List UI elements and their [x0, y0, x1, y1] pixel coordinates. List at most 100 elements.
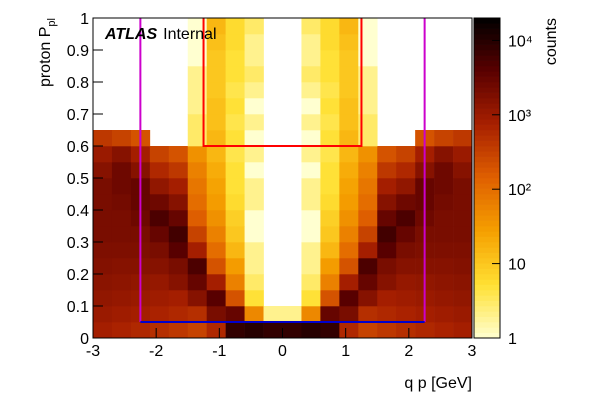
colorbar-step	[474, 263, 500, 269]
cell	[187, 258, 207, 275]
cell	[93, 210, 113, 227]
cell	[396, 146, 416, 163]
colorbar-tick-label: 1	[508, 331, 517, 348]
cell	[358, 34, 378, 51]
cell	[168, 306, 189, 323]
cell	[434, 274, 454, 291]
cell	[453, 226, 473, 243]
colorbar-step	[474, 311, 500, 317]
cell	[130, 322, 151, 339]
cell	[111, 162, 132, 179]
cell	[168, 194, 189, 211]
cell	[453, 258, 473, 275]
cell	[301, 306, 321, 323]
cell	[396, 242, 416, 259]
cell	[149, 258, 170, 275]
y-tick-label: 0.4	[67, 203, 89, 220]
atlas-tag: Internal	[163, 26, 216, 43]
colorbar-step	[474, 130, 500, 136]
cell	[206, 98, 226, 115]
cell	[111, 130, 132, 147]
x-tick-label: -2	[149, 343, 163, 360]
cell	[434, 242, 454, 259]
cell	[434, 210, 454, 227]
cell	[225, 66, 245, 83]
cell	[434, 226, 454, 243]
colorbar-step	[474, 71, 500, 77]
cell	[301, 226, 321, 243]
cell	[187, 66, 207, 83]
colorbar-step	[474, 167, 500, 173]
cell	[358, 258, 378, 275]
y-axis-label: proton Ppl	[37, 18, 58, 87]
cell	[206, 50, 226, 67]
cell	[93, 290, 113, 307]
cell	[320, 242, 340, 259]
cell	[187, 178, 207, 195]
colorbar-step	[474, 242, 500, 248]
cell	[225, 162, 245, 179]
cell	[320, 114, 340, 131]
cell	[301, 242, 321, 259]
cell	[244, 226, 264, 243]
colorbar-step	[474, 252, 500, 259]
cell	[225, 146, 245, 163]
colorbar-tick-label: 10³	[508, 108, 532, 125]
cell	[206, 130, 226, 147]
cell	[339, 210, 359, 227]
y-tick-label: 0.8	[67, 75, 89, 92]
cell	[358, 194, 378, 211]
cell	[225, 242, 245, 259]
cell	[320, 50, 340, 67]
cell	[93, 130, 113, 147]
cell	[301, 50, 321, 67]
cell	[358, 162, 378, 179]
colorbar-step	[474, 258, 500, 264]
cell	[282, 322, 302, 339]
cell	[206, 290, 226, 307]
cell	[111, 306, 132, 323]
cell	[149, 210, 170, 227]
cell	[93, 162, 113, 179]
cell	[244, 194, 264, 211]
colorbar-step	[474, 316, 500, 323]
cell	[225, 18, 245, 35]
colorbar-step	[474, 194, 500, 200]
cell	[244, 322, 264, 339]
cell	[244, 66, 264, 83]
colorbar-step	[474, 295, 500, 301]
colorbar-step	[474, 210, 500, 216]
cell	[93, 306, 113, 323]
cell	[339, 226, 359, 243]
cell	[358, 98, 378, 115]
colorbar-step	[474, 279, 500, 285]
cell	[168, 274, 189, 291]
cell	[377, 162, 397, 179]
cell	[453, 162, 473, 179]
cell	[377, 274, 397, 291]
cell	[206, 194, 226, 211]
cell	[206, 18, 226, 35]
cell	[206, 226, 226, 243]
cell	[320, 210, 340, 227]
y-tick-label: 0	[80, 331, 89, 348]
colorbar-step	[474, 172, 500, 179]
cell	[93, 146, 113, 163]
cell	[358, 50, 378, 67]
cell	[377, 210, 397, 227]
colorbar-step	[474, 92, 500, 99]
cell	[377, 258, 397, 275]
cell	[187, 162, 207, 179]
colorbar-step	[474, 50, 500, 56]
colorbar-frame	[473, 17, 501, 339]
cell	[149, 146, 170, 163]
y-axis-label-sub: pl	[46, 18, 58, 27]
cell	[396, 274, 416, 291]
cell	[358, 178, 378, 195]
cell	[453, 322, 473, 339]
cell	[225, 290, 245, 307]
cell	[187, 290, 207, 307]
cell	[187, 18, 207, 35]
cell	[453, 242, 473, 259]
